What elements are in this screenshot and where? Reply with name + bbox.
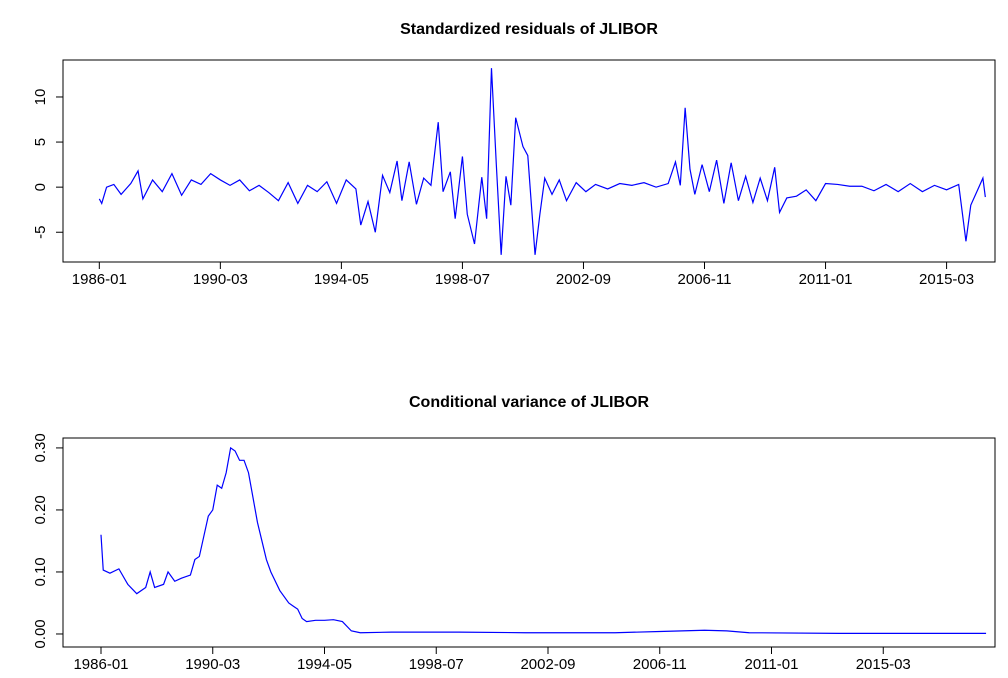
x-tick-label: 1994-05 <box>314 271 369 288</box>
x-tick-label: 1986-01 <box>72 271 127 288</box>
data-line <box>100 446 987 634</box>
x-tick-label: 1998-07 <box>409 656 464 673</box>
y-tick-label: 0.30 <box>32 433 49 462</box>
plot-box <box>62 59 996 263</box>
x-tick-label: 1986-01 <box>73 656 128 673</box>
y-tick-label: 0.10 <box>32 557 49 586</box>
x-tick-label: 2011-01 <box>799 271 853 288</box>
x-tick-label: 2006-11 <box>633 656 687 673</box>
x-tick-label: 2002-09 <box>520 656 575 673</box>
x-tick-label: 2015-03 <box>856 656 911 673</box>
y-tick-label: 5 <box>32 138 49 146</box>
x-tick-label: 1990-03 <box>193 271 248 288</box>
y-tick-label: -5 <box>32 226 49 239</box>
y-tick-label: 0.00 <box>32 619 49 648</box>
data-line <box>98 68 986 255</box>
plot-box <box>62 437 996 648</box>
y-tick-label: 0 <box>32 183 49 191</box>
y-tick-label: 10 <box>32 89 49 106</box>
y-tick-label: 0.20 <box>32 495 49 524</box>
x-tick-label: 1990-03 <box>185 656 240 673</box>
x-tick-label: 2006-11 <box>678 271 732 288</box>
x-tick-label: 1994-05 <box>297 656 352 673</box>
chart-title: Conditional variance of JLIBOR <box>409 394 649 411</box>
x-tick-label: 1998-07 <box>435 271 490 288</box>
x-tick-label: 2015-03 <box>919 271 974 288</box>
x-tick-label: 2002-09 <box>556 271 611 288</box>
chart-title: Standardized residuals of JLIBOR <box>400 21 658 38</box>
x-tick-label: 2011-01 <box>745 656 799 673</box>
